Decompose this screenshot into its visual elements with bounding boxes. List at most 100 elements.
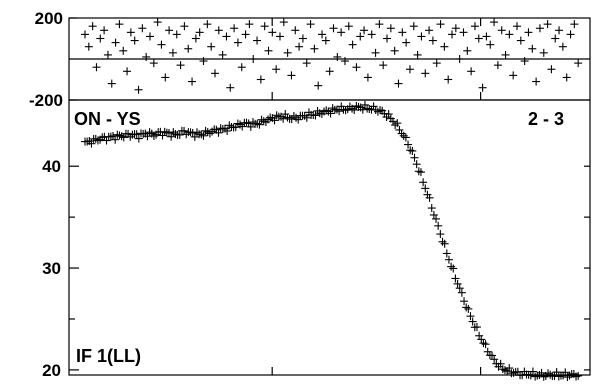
- amplitude-point: [462, 303, 471, 312]
- phase-point: [134, 85, 143, 94]
- amplitude-point: [255, 120, 264, 129]
- phase-point: [264, 46, 273, 55]
- phase-point: [268, 28, 277, 37]
- phase-point: [199, 57, 208, 66]
- amplitude-point: [311, 111, 320, 120]
- phase-point: [184, 44, 193, 53]
- amplitude-point: [481, 340, 490, 349]
- amplitude-point: [447, 262, 456, 271]
- phase-point: [210, 69, 219, 78]
- phase-point: [421, 69, 430, 78]
- amplitude-point: [414, 167, 423, 176]
- phase-point: [555, 26, 564, 35]
- amplitude-y-tick-label: 40: [42, 157, 61, 176]
- amplitude-point: [453, 279, 462, 288]
- phase-point: [463, 46, 472, 55]
- phase-point: [379, 61, 388, 70]
- phase-point: [333, 52, 342, 61]
- amplitude-point: [190, 132, 199, 141]
- phase-point: [272, 65, 281, 74]
- amplitude-point: [246, 122, 255, 131]
- amplitude-point: [561, 368, 570, 377]
- amplitude-point: [406, 146, 415, 155]
- amplitude-panel: 40 30 20: [42, 99, 591, 382]
- phase-point: [130, 36, 139, 45]
- amplitude-y-tick-label: 20: [42, 361, 61, 380]
- phase-point: [547, 65, 556, 74]
- phase-point: [249, 55, 258, 63]
- phase-point: [516, 36, 525, 45]
- phase-point: [126, 28, 135, 37]
- phase-point: [409, 22, 418, 31]
- phase-point: [233, 38, 242, 47]
- phase-point: [222, 32, 231, 41]
- amplitude-point: [376, 106, 385, 115]
- amplitude-point: [412, 160, 421, 169]
- amplitude-point: [490, 355, 499, 364]
- amplitude-point: [455, 284, 464, 293]
- amplitude-point: [496, 359, 505, 368]
- phase-point: [543, 20, 552, 29]
- amplitude-point: [429, 210, 438, 219]
- phase-point: [306, 20, 315, 29]
- phase-point: [402, 38, 411, 47]
- phase-point: [356, 32, 365, 41]
- phase-point: [138, 24, 147, 33]
- amplitude-point: [326, 109, 335, 118]
- amplitude-point: [460, 297, 469, 306]
- phase-point: [329, 24, 338, 33]
- amplitude-point: [134, 134, 143, 143]
- phase-point: [482, 32, 491, 41]
- phase-point: [558, 42, 567, 51]
- amplitude-point: [416, 168, 425, 177]
- amplitude-point: [393, 119, 402, 128]
- phase-point: [383, 34, 392, 43]
- phase-point: [574, 59, 583, 68]
- amplitude-point: [419, 178, 428, 187]
- amplitude-point: [408, 146, 417, 155]
- amplitude-point: [432, 214, 441, 223]
- phase-point: [505, 30, 514, 39]
- phase-point: [432, 59, 441, 68]
- amplitude-point: [434, 221, 443, 230]
- phase-point: [157, 40, 166, 49]
- phase-point: [161, 73, 170, 82]
- phase-point: [474, 34, 483, 43]
- phase-point: [375, 20, 384, 29]
- phase-point: [440, 42, 449, 51]
- phase-point: [371, 48, 380, 57]
- phase-point: [153, 18, 162, 27]
- phase-point: [493, 61, 502, 70]
- phase-point: [520, 57, 529, 66]
- phase-point: [451, 24, 460, 33]
- phase-point: [436, 20, 445, 29]
- phase-point: [283, 48, 292, 57]
- phase-point: [256, 75, 265, 84]
- phase-point: [241, 30, 250, 39]
- phase-point: [107, 79, 116, 88]
- phase-point: [295, 42, 304, 51]
- amplitude-point: [111, 135, 120, 144]
- phase-point: [459, 28, 468, 37]
- amplitude-point: [440, 239, 449, 248]
- amplitude-point: [242, 118, 251, 127]
- phase-point: [360, 26, 369, 35]
- phase-point: [226, 83, 235, 92]
- phase-point: [230, 24, 239, 33]
- phase-point: [253, 36, 262, 45]
- phase-point: [314, 81, 323, 90]
- phase-point: [570, 20, 579, 29]
- phase-point: [123, 67, 132, 76]
- amplitude-point: [483, 347, 492, 356]
- amplitude-x-ticks: [271, 367, 482, 375]
- phase-point: [413, 50, 422, 59]
- amplitude-point: [421, 184, 430, 193]
- phase-point: [417, 32, 426, 41]
- amplitude-point: [214, 128, 223, 137]
- phase-point: [501, 50, 510, 59]
- amplitude-point: [488, 351, 497, 360]
- phase-point: [318, 30, 327, 39]
- amplitude-point: [341, 106, 350, 115]
- amplitude-point: [449, 264, 458, 273]
- phase-point: [405, 65, 414, 74]
